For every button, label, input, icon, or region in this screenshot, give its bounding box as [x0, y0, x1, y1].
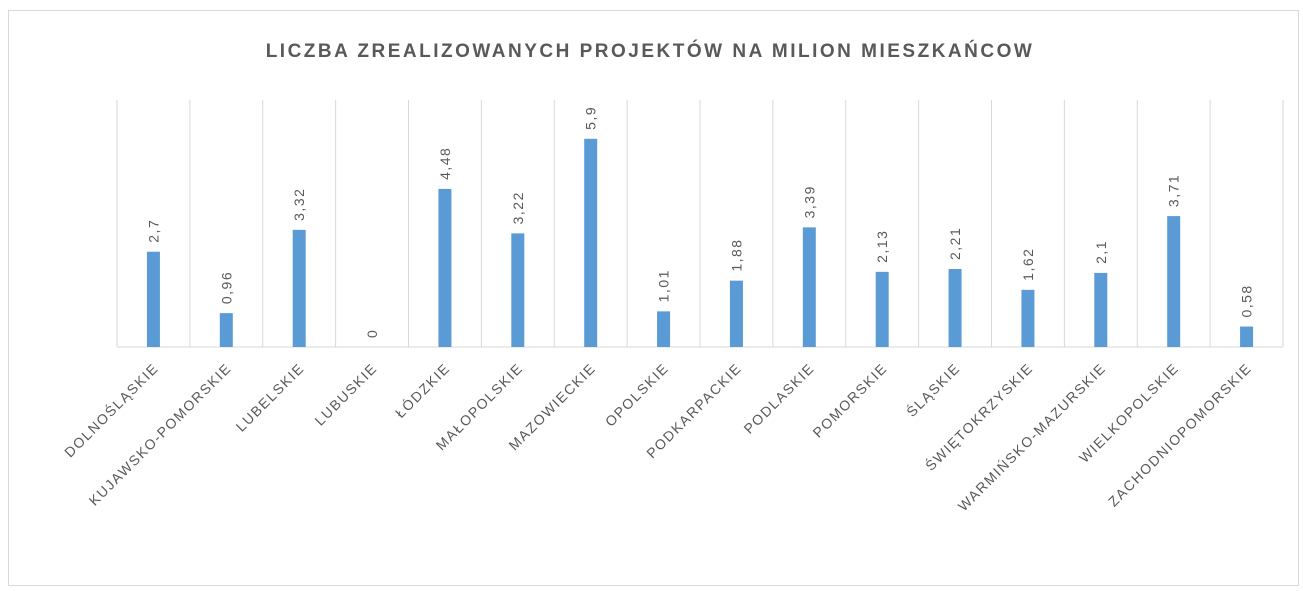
bar	[657, 311, 671, 347]
data-label: 1,88	[728, 238, 744, 271]
data-label: 2,1	[1093, 240, 1109, 264]
bar	[292, 229, 306, 347]
bar	[219, 313, 233, 347]
bar	[802, 227, 816, 347]
data-label: 2,21	[947, 227, 963, 260]
data-label: 3,71	[1166, 174, 1182, 207]
bar	[1167, 216, 1181, 347]
data-label: 4,48	[437, 147, 453, 180]
chart-frame	[8, 10, 1299, 586]
bar	[1021, 289, 1035, 347]
data-label: 5,9	[583, 106, 599, 130]
data-label: 3,39	[801, 185, 817, 218]
data-label: 2,7	[145, 219, 161, 243]
data-label: 2,13	[874, 230, 890, 263]
bar	[1094, 272, 1108, 347]
bar	[584, 138, 598, 347]
bar	[875, 271, 889, 347]
data-label: 3,22	[510, 191, 526, 224]
bar	[146, 251, 160, 347]
data-label: 0,96	[218, 271, 234, 304]
chart-title: LICZBA ZREALIZOWANYCH PROJEKTÓW NA MILIO…	[266, 40, 1035, 62]
bar	[438, 188, 452, 347]
bar	[948, 269, 962, 347]
bar	[729, 280, 743, 347]
data-label: 0	[364, 329, 380, 338]
bar	[511, 233, 525, 347]
data-label: 3,32	[291, 188, 307, 221]
data-label: 0,58	[1239, 284, 1255, 317]
data-label: 1,01	[656, 269, 672, 302]
data-label: 1,62	[1020, 248, 1036, 281]
bar	[1240, 326, 1254, 347]
